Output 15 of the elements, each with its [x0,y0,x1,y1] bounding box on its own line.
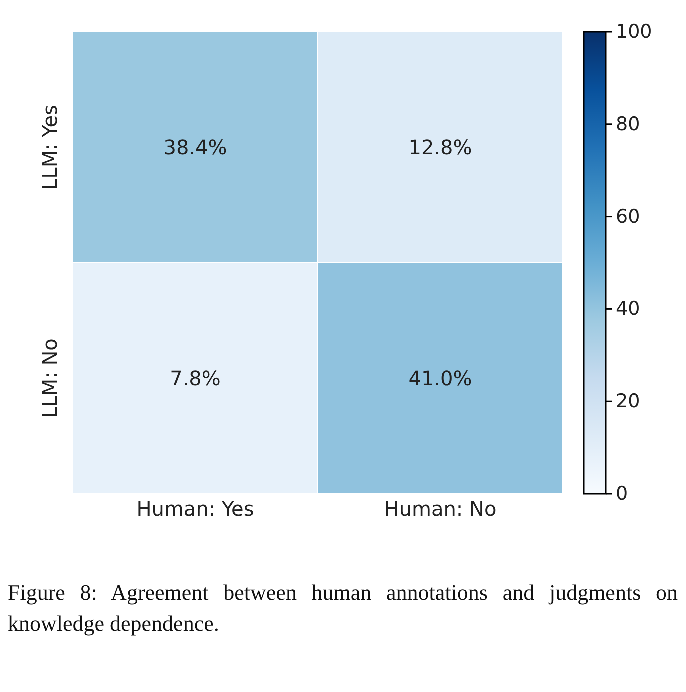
y-tick-label: LLM: Yes [38,105,62,190]
data-label: 41.0% [408,366,472,390]
color-bar-label: 60 [616,206,640,228]
caption: Figure 8: Agreement between human annotations and judgments on knowledge dependence. [8,579,678,638]
data-label: 7.8% [170,366,221,390]
color-bar-label: 80 [616,113,640,136]
y-tick-label: LLM: No [38,338,62,418]
x-tick-label: Human: No [384,497,497,522]
color-bar-label: 20 [616,390,640,413]
x-tick-label: Human: Yes [136,497,254,522]
color-bar-label: 40 [616,298,640,320]
data-label: 38.4% [164,136,228,160]
color-bar-label: 100 [616,21,652,43]
data-label: 12.8% [408,136,472,160]
color-bar-label: 0 [616,483,628,505]
